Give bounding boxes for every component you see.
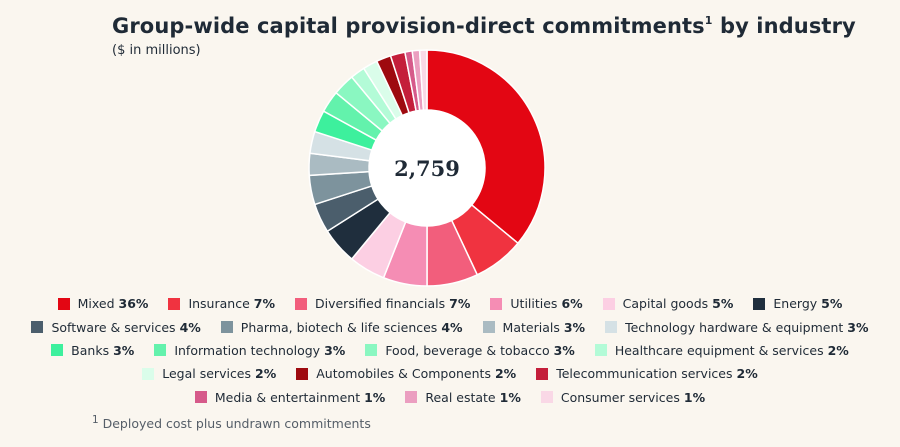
legend-item-mixed: Mixed 36%	[57, 296, 149, 312]
legend-item-insurance: Insurance 7%	[168, 296, 275, 311]
legend-item-diversified-financials: Diversified financials 7%	[295, 296, 470, 311]
legend-label: Diversified financials	[315, 296, 446, 312]
legend-swatch	[602, 297, 615, 310]
legend-swatch	[753, 297, 766, 310]
legend-item-legal-services: Legal services 2%	[142, 366, 276, 381]
legend-percent: 1%	[683, 389, 706, 405]
legend-label: Software & services	[51, 319, 176, 335]
legend-label: Pharma, biotech & life sciences	[240, 319, 438, 335]
donut-chart: 2,759	[308, 49, 546, 287]
legend-percent: 5%	[712, 296, 734, 312]
legend-percent: 4%	[441, 319, 463, 335]
legend-item-technology-hardware-equipment: Technology hardware & equipment 3%	[605, 319, 869, 335]
legend-label: Consumer services	[560, 389, 680, 405]
donut-center-total: 2,759	[394, 156, 460, 181]
legend-swatch	[295, 297, 307, 310]
chart-title-text: Group-wide capital provision-direct comm…	[112, 14, 705, 38]
legend-item-healthcare-equipment-services: Healthcare equipment & services 2%	[594, 342, 849, 358]
legend-percent: 3%	[563, 319, 586, 335]
legend-percent: 1%	[499, 389, 521, 405]
legend-item-food-beverage-tobacco: Food, beverage & tobacco 3%	[365, 343, 575, 358]
legend-swatch	[57, 297, 70, 310]
legend-percent: 5%	[821, 296, 843, 312]
legend-row: Software & services 4% Pharma, biotech & l…	[0, 315, 900, 338]
legend-label: Energy	[773, 296, 818, 312]
legend-label: Banks	[71, 342, 110, 358]
legend-swatch	[154, 344, 167, 357]
chart-subtitle: ($ in millions)	[112, 43, 201, 58]
legend-swatch	[536, 367, 549, 380]
legend-label: Insurance	[188, 296, 250, 312]
legend-percent: 3%	[553, 342, 575, 358]
legend-row: Banks 3% Information technology 3% Food, bev…	[0, 339, 900, 362]
legend-percent: 7%	[449, 296, 471, 312]
legend-item-consumer-services: Consumer services 1%	[540, 389, 706, 405]
legend-percent: 6%	[561, 296, 583, 312]
legend-item-pharma-biotech-life-sciences: Pharma, biotech & life sciences 4%	[220, 319, 463, 335]
legend-row: Mixed 36% Insurance 7% Diversified financial…	[0, 292, 900, 315]
legend-swatch	[51, 344, 64, 357]
legend-swatch	[594, 344, 607, 357]
legend-percent: 3%	[113, 342, 135, 358]
legend-swatch	[31, 321, 44, 334]
legend-item-real-estate: Real estate 1%	[405, 390, 521, 405]
legend-percent: 2%	[255, 366, 277, 382]
legend-label: Legal services	[162, 366, 252, 382]
legend-label: Automobiles & Components	[316, 366, 491, 382]
legend-percent: 3%	[324, 342, 346, 358]
legend-row: Legal services 2% Automobiles & Components…	[0, 362, 900, 385]
legend-swatch	[220, 321, 233, 334]
legend-swatch	[365, 344, 378, 357]
chart-title-suffix: by industry	[712, 14, 856, 38]
legend-swatch	[296, 367, 309, 380]
legend-swatch	[168, 297, 181, 310]
chart-title: Group-wide capital provision-direct comm…	[112, 14, 856, 38]
footnote-text: Deployed cost plus undrawn commitments	[102, 416, 371, 432]
legend-percent: 2%	[494, 366, 517, 382]
legend-item-materials: Materials 3%	[482, 319, 586, 335]
legend-swatch	[605, 321, 618, 334]
legend-item-telecommunication-services: Telecommunication services 2%	[536, 366, 758, 381]
legend-label: Capital goods	[622, 296, 709, 312]
legend-swatch	[194, 391, 207, 404]
legend-swatch	[482, 321, 495, 334]
legend-item-banks: Banks 3%	[51, 343, 134, 358]
legend-swatch	[405, 391, 418, 404]
legend-item-media-entertainment: Media & entertainment 1%	[194, 389, 386, 405]
legend-label: Utilities	[510, 296, 558, 312]
legend-label: Technology hardware & equipment	[625, 319, 844, 335]
legend-percent: 1%	[364, 389, 386, 405]
legend-swatch	[540, 391, 553, 404]
donut-center	[369, 110, 485, 226]
legend-percent: 2%	[827, 342, 849, 358]
legend-item-software-services: Software & services 4%	[31, 319, 201, 335]
legend-label: Materials	[502, 319, 560, 335]
legend-percent: 2%	[736, 366, 758, 382]
legend-item-automobiles-components: Automobiles & Components 2%	[296, 366, 516, 381]
legend-label: Mixed	[77, 296, 115, 312]
footnote: 1 Deployed cost plus undrawn commitments	[92, 414, 371, 431]
legend-label: Real estate	[425, 389, 496, 405]
legend-label: Healthcare equipment & services	[614, 342, 824, 358]
footnote-marker: 1	[92, 414, 99, 426]
legend-percent: 36%	[118, 296, 149, 312]
legend-label: Information technology	[174, 342, 321, 358]
legend-label: Food, beverage & tobacco	[385, 342, 550, 358]
chart-legend: Mixed 36% Insurance 7% Diversified financial…	[0, 292, 900, 409]
legend-item-capital-goods: Capital goods 5%	[602, 296, 734, 312]
legend-row: Media & entertainment 1% Real estate 1% Cons…	[0, 386, 900, 409]
title-footnote-marker: 1	[704, 14, 713, 27]
legend-item-information-technology: Information technology 3%	[154, 343, 345, 358]
legend-percent: 4%	[179, 319, 201, 335]
legend-label: Media & entertainment	[214, 389, 361, 405]
legend-swatch	[490, 297, 503, 310]
legend-item-energy: Energy 5%	[753, 296, 842, 311]
legend-item-utilities: Utilities 6%	[490, 296, 583, 312]
legend-percent: 7%	[253, 296, 275, 312]
legend-percent: 3%	[847, 319, 869, 335]
legend-swatch	[142, 367, 155, 380]
legend-label: Telecommunication services	[556, 366, 733, 382]
